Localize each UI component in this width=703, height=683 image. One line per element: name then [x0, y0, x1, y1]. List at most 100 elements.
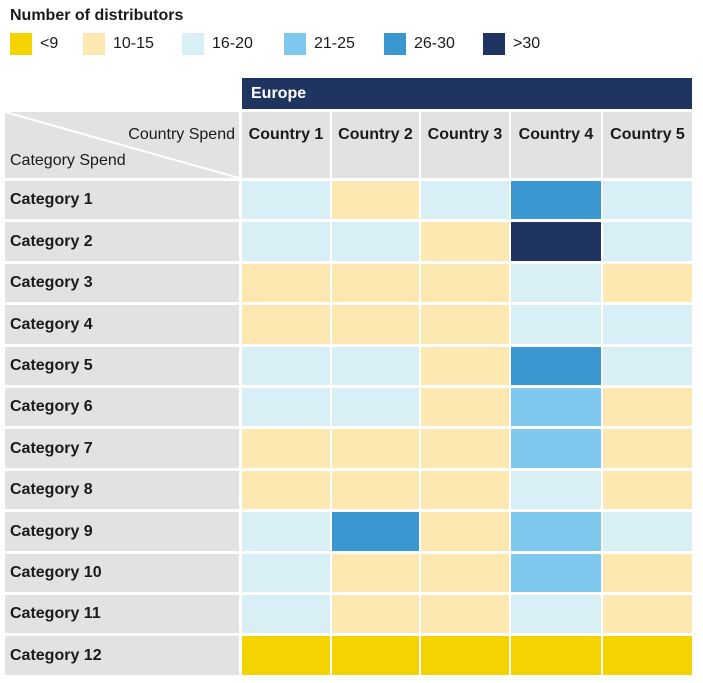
heatmap-cell [242, 595, 330, 633]
legend-label: 16-20 [212, 35, 253, 52]
heatmap-cell [511, 429, 601, 468]
row-header: Category 10 [5, 554, 239, 592]
legend: <9 10-15 16-20 21-25 26-30 >30 [10, 33, 700, 55]
heatmap-cell [242, 181, 330, 219]
heatmap-cell [332, 554, 419, 592]
column-header: Country 4 [511, 112, 601, 178]
heatmap-cell [242, 347, 330, 385]
heatmap-cell [511, 471, 601, 509]
row-header: Category 3 [5, 264, 239, 302]
heatmap-cell [332, 347, 419, 385]
heatmap-cell [242, 264, 330, 302]
heatmap-cell [421, 429, 509, 468]
heatmap-cell [511, 554, 601, 592]
legend-swatch [10, 33, 32, 55]
row-header: Category 12 [5, 636, 239, 675]
row-header: Category 7 [5, 429, 239, 468]
heatmap-cell [421, 595, 509, 633]
legend-item: 21-25 [284, 33, 355, 55]
heatmap-cell [332, 388, 419, 426]
heatmap-cell [603, 264, 692, 302]
legend-swatch [483, 33, 505, 55]
y-axis-title: Category Spend [10, 152, 126, 169]
heatmap-cell [332, 429, 419, 468]
heatmap-cell [332, 595, 419, 633]
legend-item: 26-30 [384, 33, 455, 55]
heatmap-cell [332, 181, 419, 219]
heatmap-cell [511, 512, 601, 551]
row-header: Category 8 [5, 471, 239, 509]
heatmap-cell [603, 554, 692, 592]
heatmap-cell [603, 512, 692, 551]
heatmap-cell [421, 181, 509, 219]
heatmap-cell [421, 636, 509, 675]
heatmap-cell [603, 429, 692, 468]
heatmap-cell [421, 305, 509, 344]
row-header: Category 6 [5, 388, 239, 426]
heatmap-cell [421, 388, 509, 426]
legend-label: 21-25 [314, 35, 355, 52]
heatmap-cell [603, 222, 692, 261]
heatmap-cell [511, 636, 601, 675]
legend-item: >30 [483, 33, 540, 55]
legend-swatch [284, 33, 306, 55]
heatmap-cell [421, 347, 509, 385]
heatmap-cell [511, 222, 601, 261]
x-axis-title: Country Spend [128, 126, 235, 143]
heatmap-cell [332, 222, 419, 261]
heatmap-cell [242, 512, 330, 551]
legend-swatch [83, 33, 105, 55]
heatmap-cell [603, 471, 692, 509]
heatmap-cell [242, 554, 330, 592]
heatmap-cell [421, 264, 509, 302]
legend-label: >30 [513, 35, 541, 52]
heatmap-cell [242, 388, 330, 426]
heatmap-cell [242, 429, 330, 468]
row-header: Category 9 [5, 512, 239, 551]
heatmap-cell [511, 595, 601, 633]
heatmap-cell [332, 264, 419, 302]
row-header: Category 5 [5, 347, 239, 385]
heatmap-cell [421, 512, 509, 551]
legend-label: <9 [40, 35, 59, 52]
heatmap-cell [603, 347, 692, 385]
legend-label: 26-30 [414, 35, 455, 52]
legend-item: 16-20 [182, 33, 253, 55]
legend-swatch [384, 33, 406, 55]
column-header: Country 5 [603, 112, 692, 178]
heatmap-cell [332, 305, 419, 344]
column-header: Country 3 [421, 112, 509, 178]
heatmap-cell [511, 347, 601, 385]
column-header: Country 2 [332, 112, 419, 178]
row-header: Category 1 [5, 181, 239, 219]
legend-title: Number of distributors [10, 7, 184, 24]
heatmap-cell [511, 305, 601, 344]
heatmap-cell [511, 181, 601, 219]
row-header: Category 11 [5, 595, 239, 633]
heatmap-cell [332, 471, 419, 509]
heatmap-cell [332, 512, 419, 551]
legend-item: <9 [10, 33, 58, 55]
heatmap-cell [603, 636, 692, 675]
heatmap-cell [603, 181, 692, 219]
heatmap-cell [603, 388, 692, 426]
heatmap-cell [421, 471, 509, 509]
heatmap-cell [421, 222, 509, 261]
row-header: Category 2 [5, 222, 239, 261]
region-header: Europe [242, 78, 692, 109]
heatmap-cell [603, 305, 692, 344]
legend-item: 10-15 [83, 33, 154, 55]
heatmap-cell [242, 305, 330, 344]
heatmap-cell [421, 554, 509, 592]
column-header: Country 1 [242, 112, 330, 178]
corner-diagonal [5, 112, 239, 178]
heatmap-cell [332, 636, 419, 675]
heatmap-cell [511, 388, 601, 426]
legend-swatch [182, 33, 204, 55]
heatmap-cell [511, 264, 601, 302]
row-header: Category 4 [5, 305, 239, 344]
heatmap-cell [242, 222, 330, 261]
heatmap-cell [242, 636, 330, 675]
legend-label: 10-15 [113, 35, 154, 52]
